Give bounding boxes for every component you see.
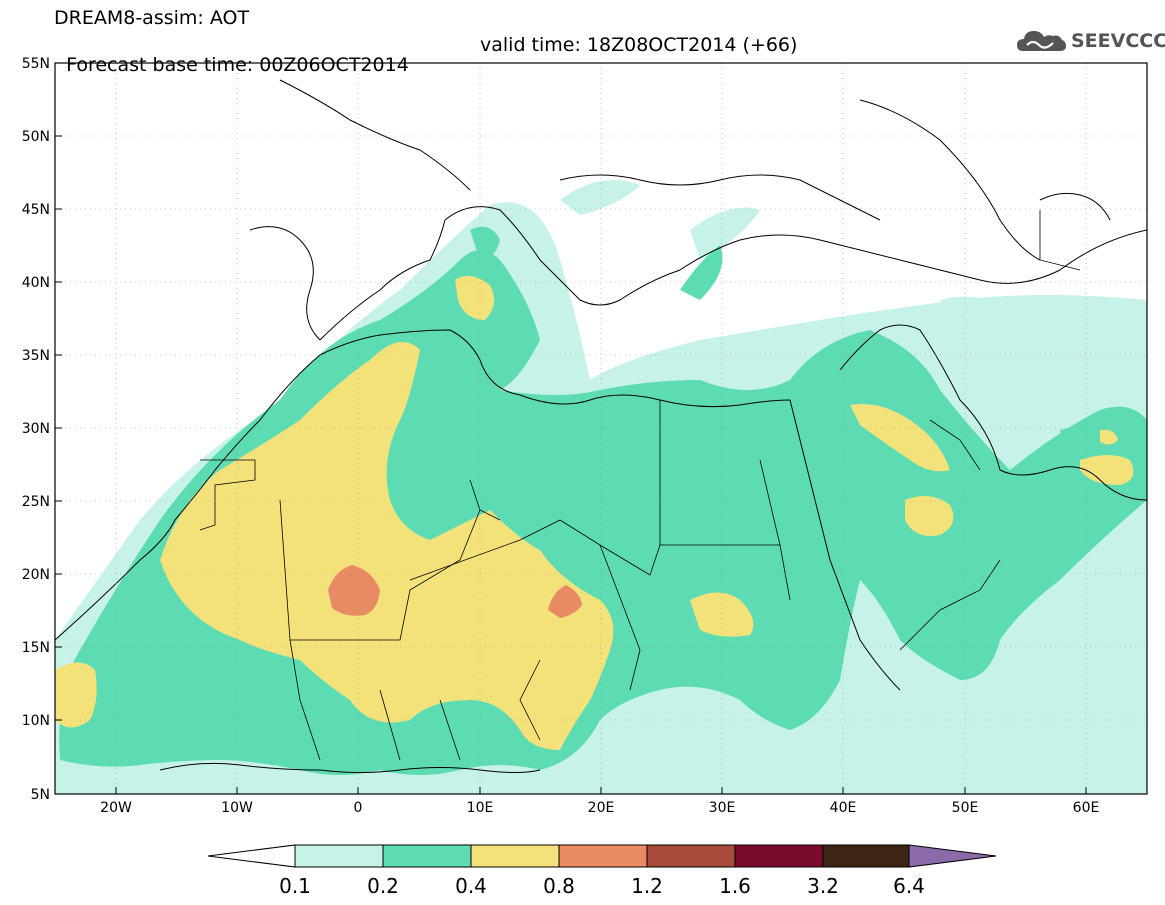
colorbar-label: 0.8 [543, 874, 575, 898]
valid-time: valid time: 18Z08OCT2014 (+66) [480, 34, 798, 56]
lat-label: 50N [22, 129, 50, 145]
colorbar-swatch [294, 844, 384, 868]
lat-label: 35N [22, 348, 50, 364]
seevccc-logo: SEEVCCC [1015, 25, 1165, 57]
lon-label: 40E [830, 800, 857, 816]
lat-label: 55N [22, 56, 50, 72]
lat-label: 20N [22, 567, 50, 583]
lat-label: 30N [22, 421, 50, 437]
lon-label: 60E [1073, 800, 1100, 816]
lon-label: 30E [709, 800, 736, 816]
colorbar-label: 6.4 [893, 874, 925, 898]
colorbar-swatch [382, 844, 472, 868]
colorbar-swatch [646, 844, 736, 868]
coastlines [55, 79, 1147, 773]
lat-label: 25N [22, 494, 50, 510]
plot-title: DREAM8-assim: AOT [54, 7, 250, 29]
lon-label: 10W [221, 800, 253, 816]
logo-text: SEEVCCC [1071, 30, 1165, 52]
map-gridlines [55, 63, 1147, 794]
lat-label: 5N [31, 787, 50, 803]
colorbar-label: 0.2 [367, 874, 399, 898]
colorbar [207, 844, 997, 868]
colorbar-swatch [558, 844, 648, 868]
lat-label: 40N [22, 275, 50, 291]
lon-label: 0 [354, 800, 363, 816]
colorbar-label: 0.1 [279, 874, 311, 898]
forecast-time-line: Forecast base time: 00Z06OCT2014 valid t… [54, 35, 797, 95]
lon-label: 20E [588, 800, 615, 816]
colorbar-label: 0.4 [455, 874, 487, 898]
aot-level-0.4 [55, 276, 1134, 750]
axis-ticks [55, 62, 1087, 795]
longitude-labels: 20W 10W 0 10E 20E 30E 40E 50E 60E [100, 800, 1099, 816]
colorbar-label: 1.6 [719, 874, 751, 898]
colorbar-upper-arrow [908, 844, 997, 868]
aot-level-0.8 [328, 565, 582, 618]
colorbar-labels: 0.1 0.2 0.4 0.8 1.2 1.6 3.2 6.4 [279, 874, 925, 898]
latitude-labels: 55N 50N 45N 40N 35N 30N 25N 20N 15N 10N … [22, 56, 50, 803]
country-borders [199, 210, 1081, 761]
colorbar-lower-arrow [207, 844, 296, 868]
colorbar-swatch [822, 844, 910, 868]
colorbar-swatch [734, 844, 824, 868]
lon-label: 10E [467, 800, 494, 816]
lat-label: 10N [22, 713, 50, 729]
lat-label: 15N [22, 640, 50, 656]
forecast-base-time: Forecast base time: 00Z06OCT2014 [66, 54, 409, 76]
lat-label: 45N [22, 202, 50, 218]
aot-field [55, 79, 1147, 794]
colorbar-label: 3.2 [807, 874, 839, 898]
colorbar-swatch [470, 844, 560, 868]
lon-label: 20W [100, 800, 132, 816]
lon-label: 50E [952, 800, 979, 816]
colorbar-label: 1.2 [631, 874, 663, 898]
cloud-icon [1017, 31, 1066, 51]
